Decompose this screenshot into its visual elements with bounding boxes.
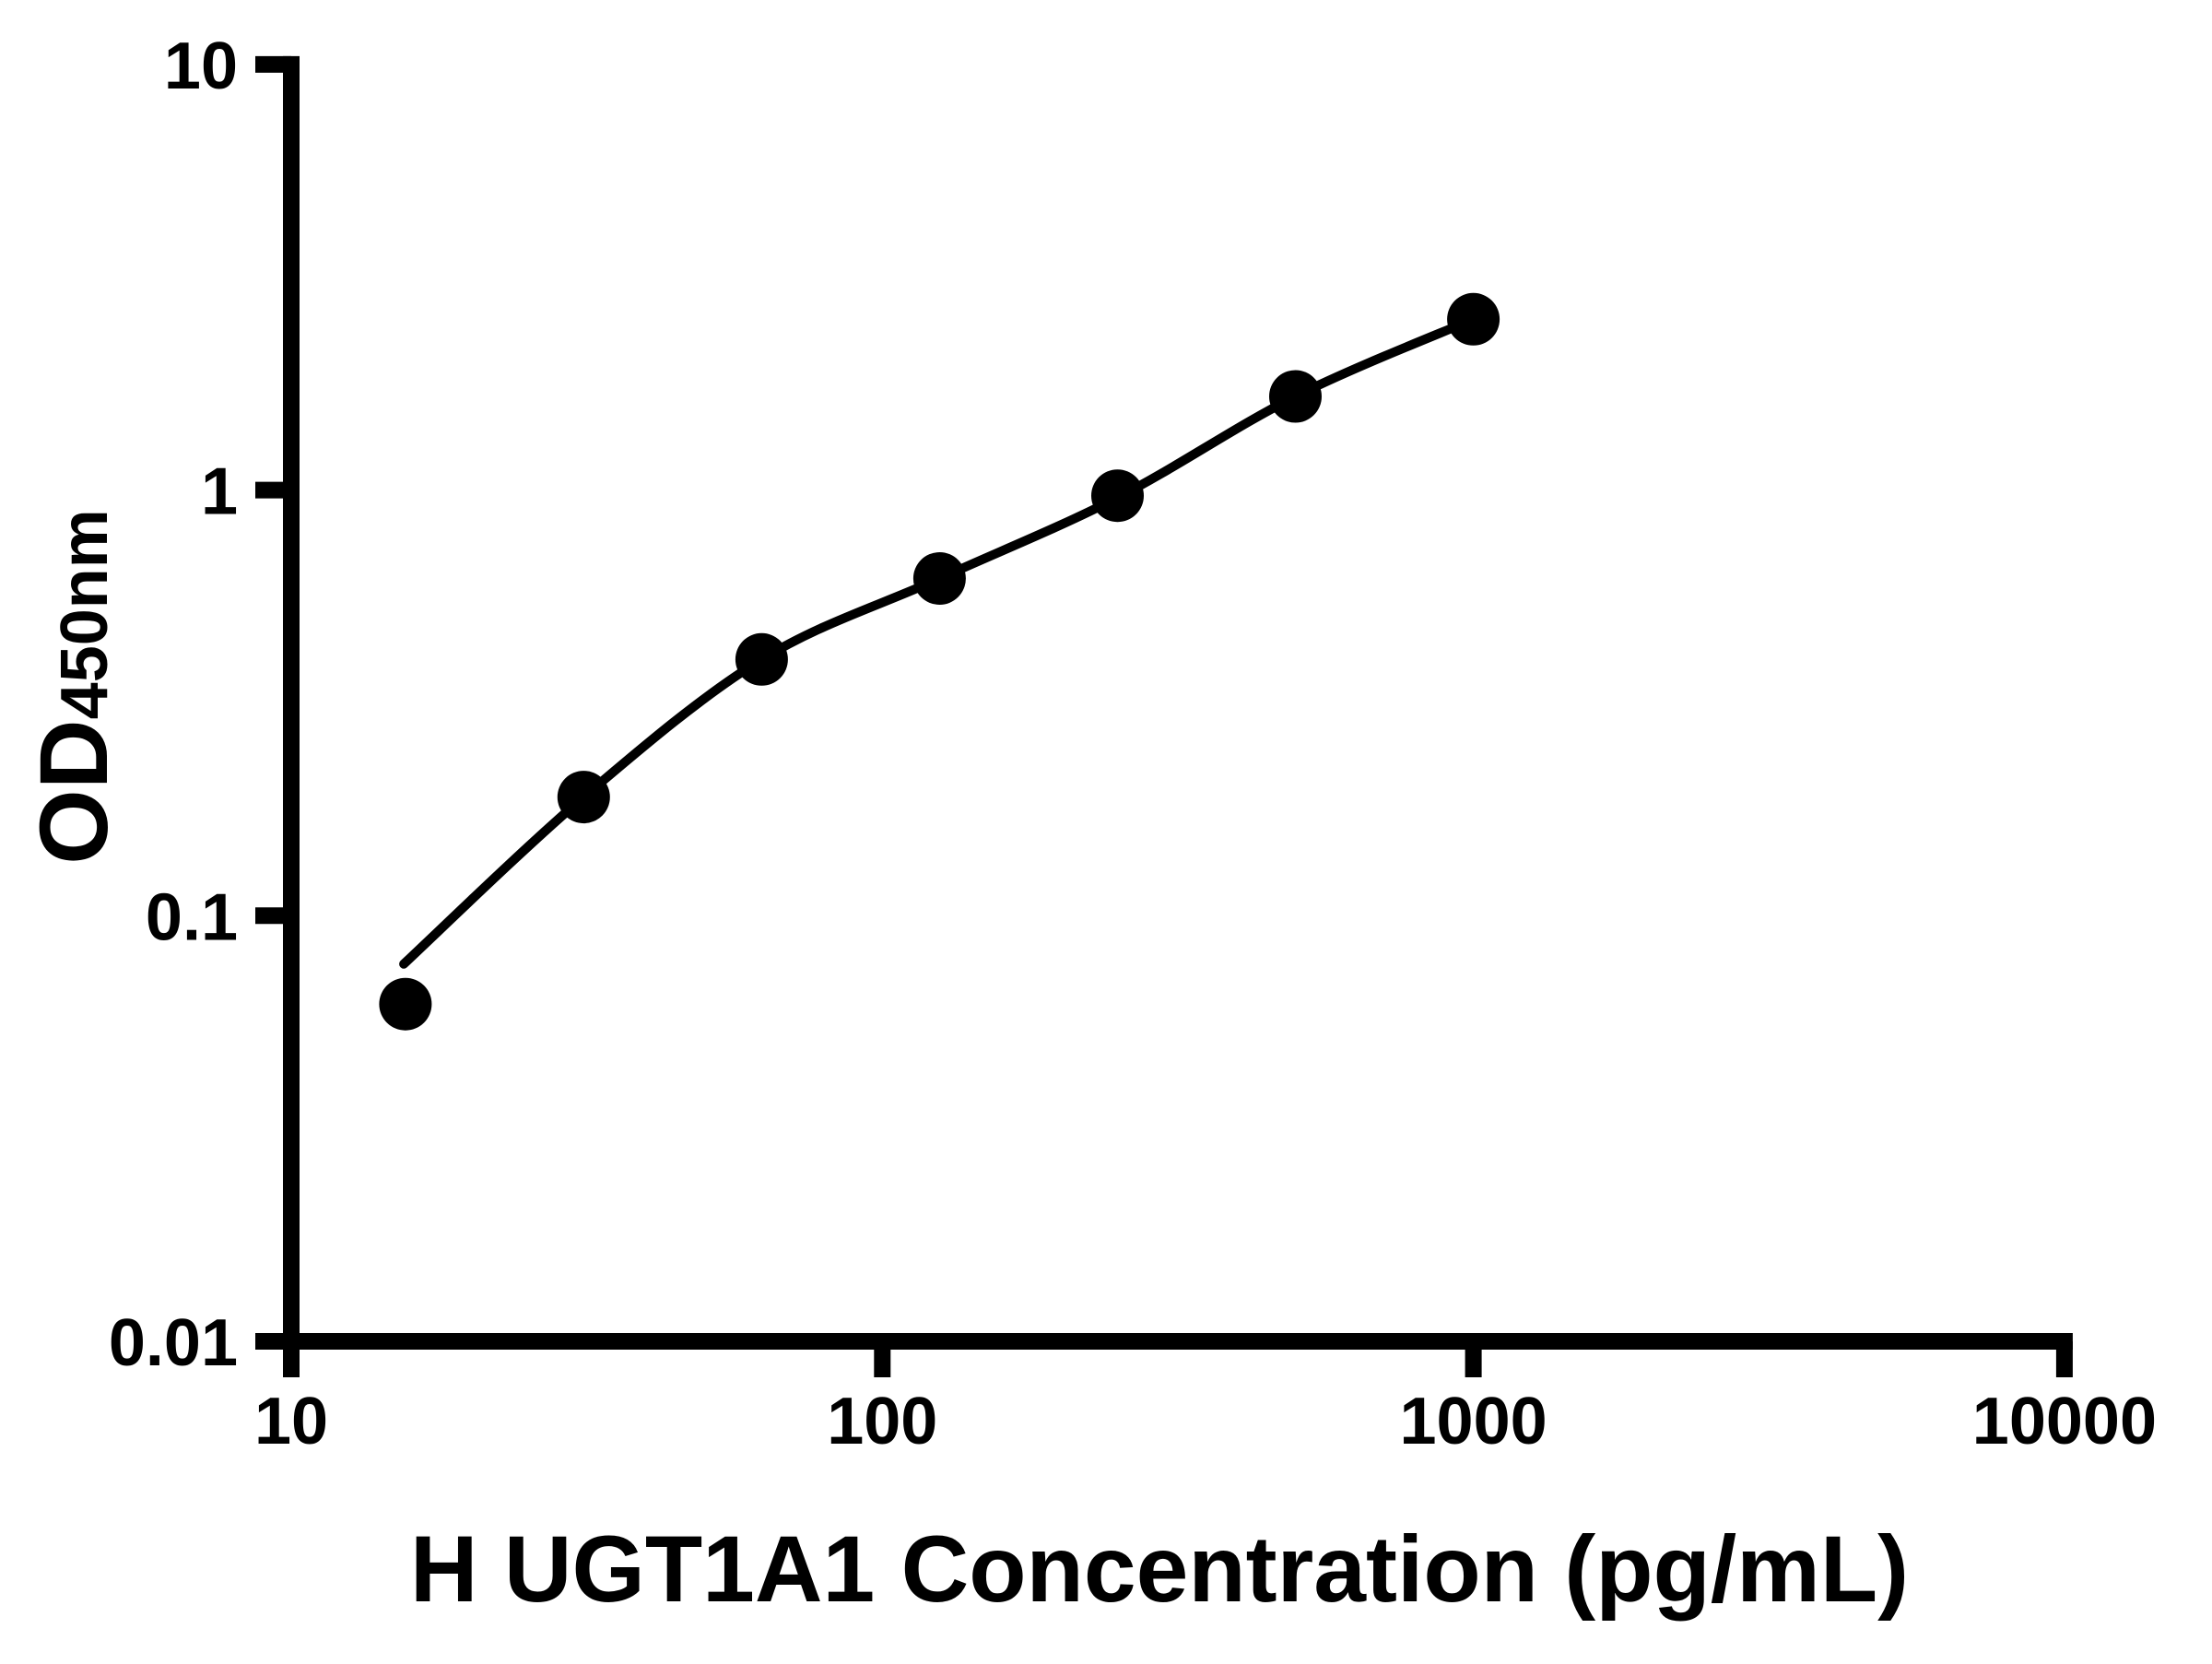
axis-spine <box>283 55 2073 1350</box>
x-axis-title: H UGT1A1 Concentration (pg/mL) <box>410 1516 1909 1622</box>
y-tick-label: 0.1 <box>146 880 238 954</box>
tick-label-layer: 10 100 1000 10000 10 1 0.1 0.01 <box>109 30 2157 1458</box>
x-tick-label: 10000 <box>1972 1385 2157 1458</box>
x-tick-label: 10 <box>254 1385 328 1458</box>
marker-layer <box>379 292 1500 1031</box>
y-tick-label: 1 <box>201 455 238 529</box>
y-tick-label: 10 <box>164 30 238 103</box>
data-point-marker <box>557 771 610 824</box>
data-point-marker <box>1269 370 1322 423</box>
y-axis-title-main: OD <box>20 719 128 865</box>
data-point-marker <box>735 632 788 686</box>
data-point-marker <box>1447 292 1500 346</box>
data-point-marker <box>379 977 432 1031</box>
x-tick-label: 1000 <box>1400 1385 1547 1458</box>
y-axis-title-sub: 450nm <box>48 509 122 719</box>
x-tick-label: 100 <box>827 1385 937 1458</box>
y-axis-title: OD450nm <box>20 509 128 865</box>
data-point-marker <box>1091 469 1144 523</box>
axes-layer <box>255 55 2073 1377</box>
data-point-marker <box>912 552 966 605</box>
y-tick-label: 0.01 <box>109 1306 238 1380</box>
